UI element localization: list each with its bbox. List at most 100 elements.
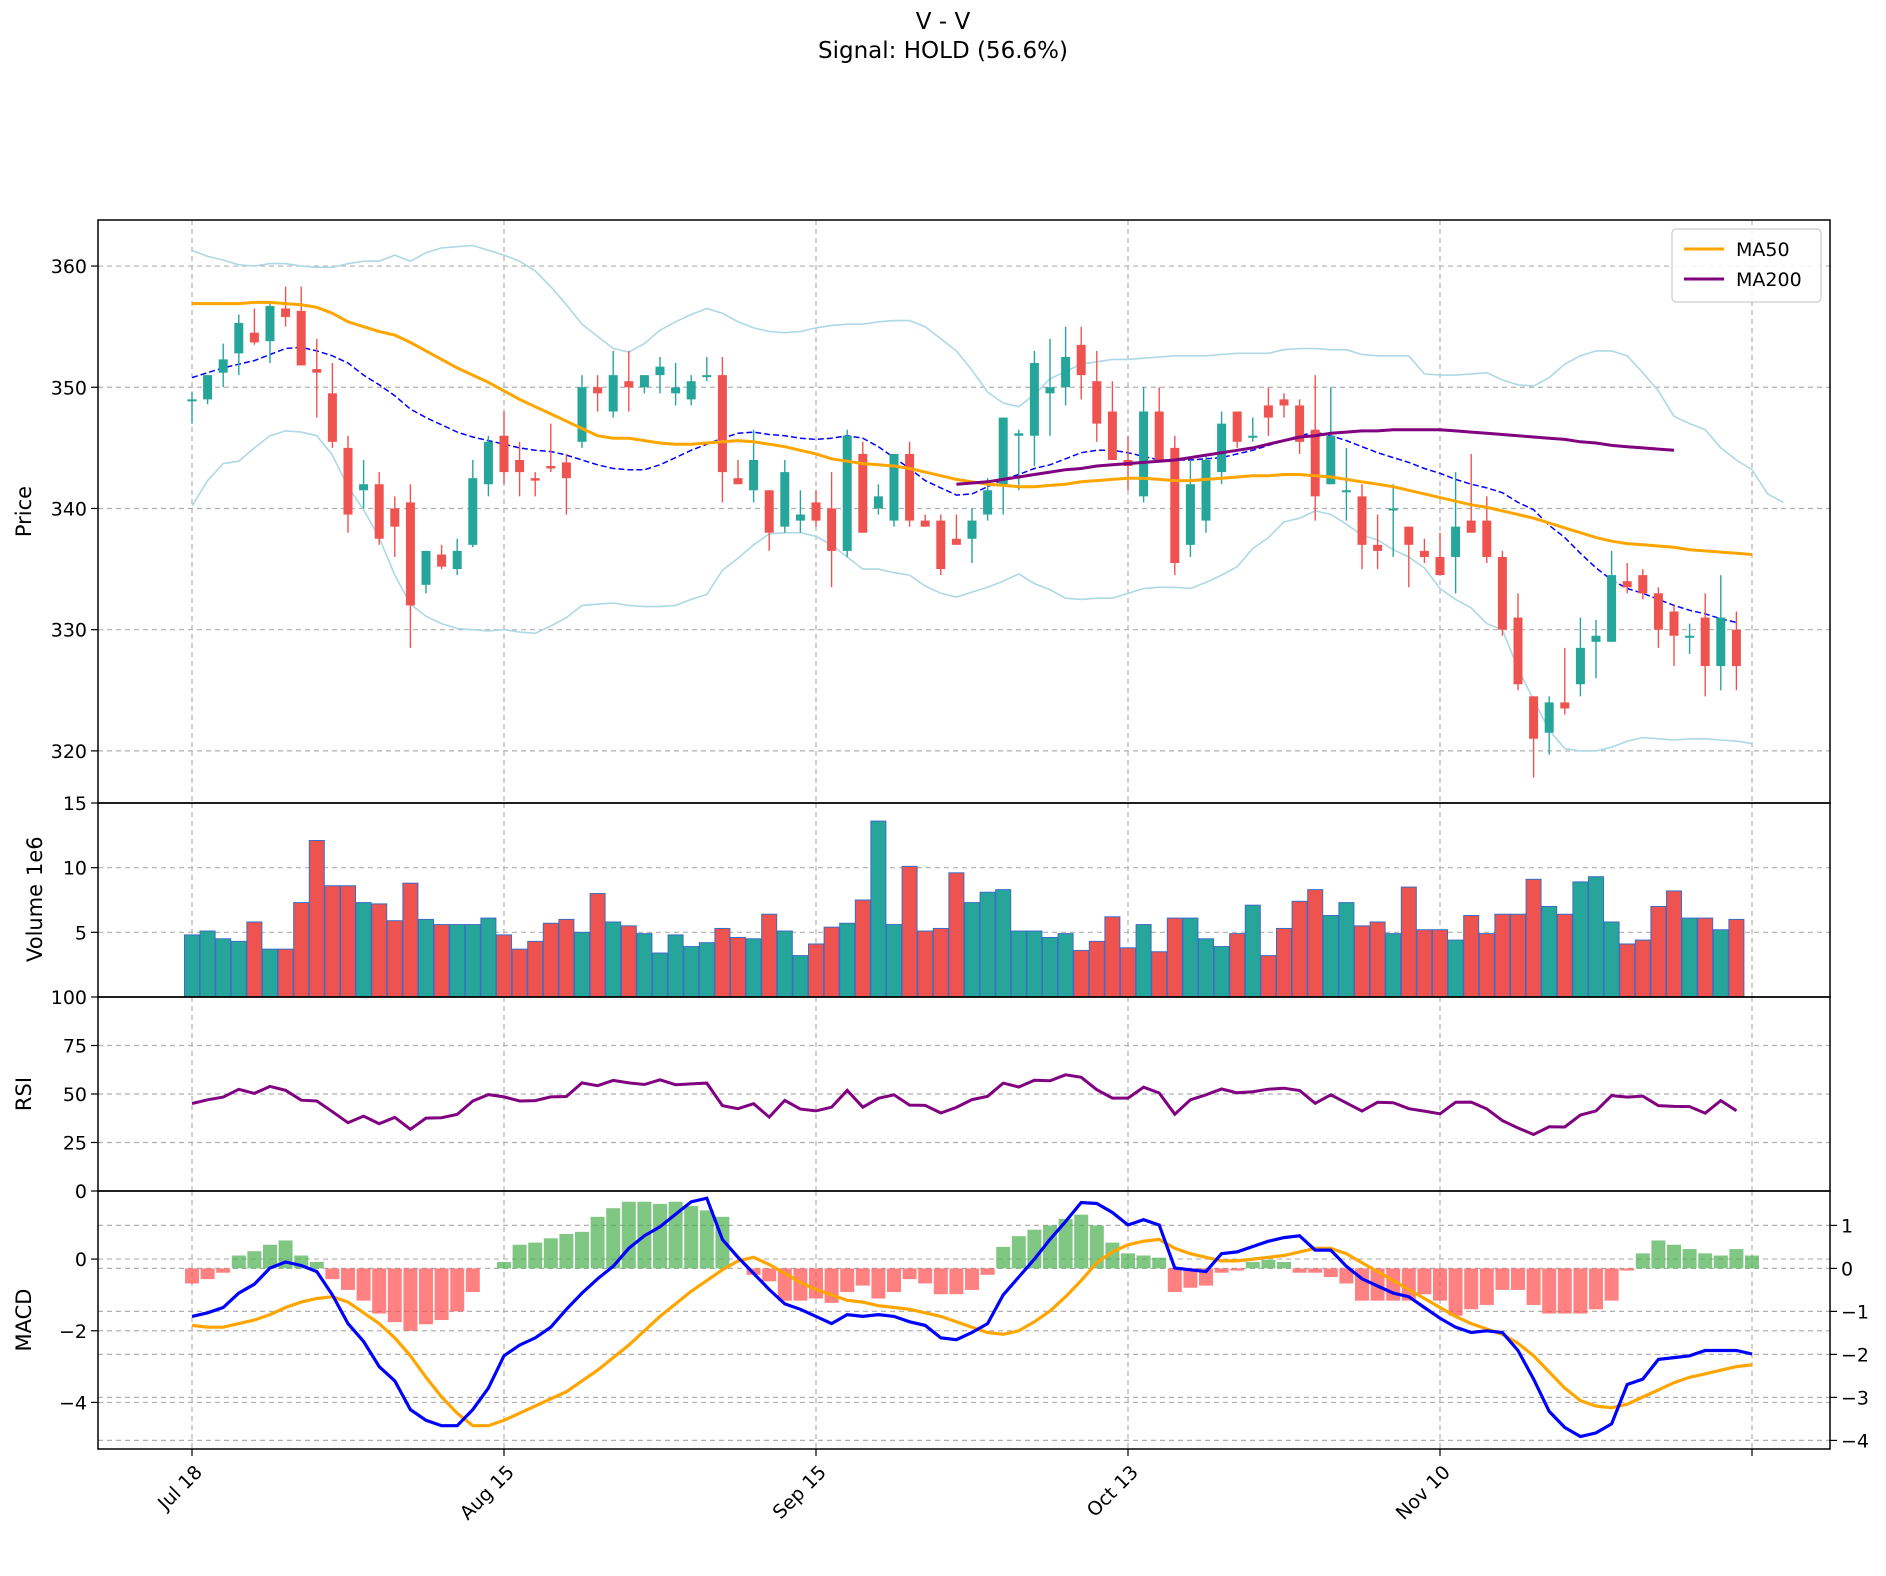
macd-histogram-bar — [1152, 1257, 1167, 1269]
candle-body — [468, 478, 478, 545]
macd-tick-label: −4 — [59, 1392, 87, 1414]
volume-bar — [308, 840, 325, 997]
candle-body — [577, 387, 587, 442]
volume-bar — [1151, 951, 1168, 997]
volume-bar — [745, 938, 762, 997]
volume-bar — [293, 902, 310, 997]
candle-body — [639, 375, 649, 388]
candle-body — [296, 310, 306, 366]
macd-histogram-bar — [1167, 1268, 1182, 1293]
macd-histogram-bar — [1604, 1268, 1619, 1301]
macd-histogram-bar — [1713, 1255, 1728, 1269]
volume-bar — [1681, 917, 1698, 997]
volume-bar — [1447, 939, 1464, 997]
volume-bar — [1120, 947, 1136, 997]
volume-bar — [496, 934, 512, 997]
macd-histogram-bar — [512, 1244, 527, 1269]
volume-bar — [1510, 913, 1526, 997]
macd-tick-label: 0 — [75, 1249, 87, 1271]
volume-bar — [340, 885, 356, 997]
macd-histogram-bar — [1573, 1268, 1588, 1314]
candle-body — [1061, 356, 1071, 388]
axes-frame-macd — [97, 1190, 1831, 1450]
macd-histogram-bar — [1464, 1268, 1479, 1310]
price-tick-label: 330 — [51, 620, 87, 642]
candle-body — [733, 478, 743, 485]
candle-body — [1201, 459, 1211, 521]
volume-bar — [714, 927, 731, 997]
chart-title-block: V - V Signal: HOLD (56.6%) — [0, 8, 1886, 66]
candle-body — [905, 453, 915, 521]
macd-hist-tick-label: 1 — [1841, 1215, 1853, 1237]
candle-body — [717, 375, 727, 473]
volume-bar — [1432, 929, 1448, 997]
volume-bar — [589, 893, 606, 997]
volume-bar — [1276, 927, 1292, 997]
candle-body — [1232, 411, 1242, 442]
macd-histogram-bar — [980, 1268, 995, 1275]
volume-bar — [698, 942, 715, 997]
candle-body — [811, 502, 821, 521]
candle-body — [218, 359, 228, 373]
macd-histogram-bar — [918, 1268, 933, 1284]
volume-bar — [1260, 955, 1277, 997]
volume-bar — [1104, 916, 1121, 997]
candle-body — [671, 387, 681, 394]
macd-histogram-bar — [1089, 1225, 1104, 1269]
candle-body — [1716, 617, 1726, 667]
macd-histogram-bar — [1479, 1268, 1494, 1305]
candle-body — [390, 508, 400, 527]
bollinger-mid-line — [191, 346, 1737, 624]
x-tick-label: Aug 15 — [456, 1461, 519, 1524]
volume-bar — [371, 903, 388, 997]
volume-bar — [683, 946, 700, 997]
volume-bar — [1478, 933, 1495, 997]
candle-body — [1638, 575, 1648, 594]
macd-histogram-bar — [387, 1268, 402, 1323]
macd-histogram-bar — [1261, 1259, 1276, 1269]
candle-body — [1482, 520, 1492, 557]
macd-tick-label: −2 — [59, 1321, 87, 1343]
volume-bar — [1229, 933, 1246, 997]
volume-bar — [1634, 939, 1651, 997]
candle-body — [1685, 635, 1695, 638]
volume-bar — [808, 943, 824, 997]
volume-scale-label: 1e6 — [23, 836, 47, 876]
candle-body — [1107, 411, 1117, 460]
candle-body — [842, 435, 852, 551]
macd-histogram-bar — [341, 1268, 355, 1290]
macd-histogram-bar — [871, 1268, 886, 1299]
candle-body — [608, 375, 618, 412]
candle-body — [1279, 399, 1289, 406]
macd-histogram-bar — [699, 1210, 714, 1269]
macd-histogram-bar — [762, 1268, 777, 1282]
grid-layer — [98, 220, 1830, 1449]
signal-subtitle: Signal: HOLD (56.6%) — [818, 38, 1068, 64]
candle-body — [374, 484, 384, 539]
candle-body — [1373, 544, 1383, 551]
candle-body — [593, 387, 603, 394]
candle-body — [873, 496, 883, 509]
volume-bar — [1603, 921, 1620, 997]
macd-histogram-bar — [1136, 1255, 1151, 1269]
macd-histogram-bar — [606, 1208, 621, 1269]
volume-bar — [1198, 938, 1214, 997]
candle-body — [1466, 520, 1476, 533]
macd-histogram-bar — [1339, 1268, 1354, 1284]
candle-body — [405, 502, 415, 606]
volume-bar — [1572, 881, 1589, 997]
macd-histogram-bar — [793, 1268, 808, 1301]
candle-body — [343, 447, 353, 515]
legend: MA50 MA200 — [1671, 228, 1822, 303]
candle-body — [702, 375, 712, 378]
candle-body — [452, 550, 462, 570]
macd-histogram-bar — [1745, 1255, 1759, 1269]
rsi-tick-label: 0 — [75, 1181, 87, 1203]
macd-histogram-bar — [1277, 1261, 1291, 1269]
candle-body — [780, 472, 790, 527]
candle-body — [858, 453, 868, 533]
macd-histogram-bar — [1183, 1268, 1198, 1288]
volume-bar — [636, 933, 653, 997]
candle-body — [967, 520, 977, 539]
x-tick-label: Sep 15 — [769, 1461, 831, 1523]
